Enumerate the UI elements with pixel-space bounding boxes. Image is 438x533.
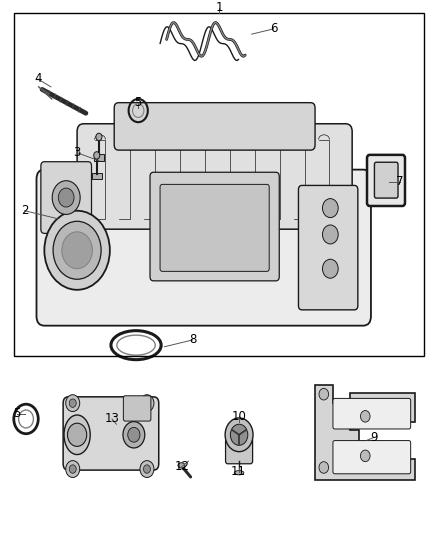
Text: 9: 9 [370,431,378,444]
FancyBboxPatch shape [124,396,151,421]
Text: 3: 3 [74,146,81,159]
FancyBboxPatch shape [367,155,405,206]
Circle shape [322,199,338,217]
Text: 10: 10 [231,410,246,423]
Text: 2: 2 [21,204,28,217]
Text: 8: 8 [189,333,197,346]
Circle shape [69,465,76,473]
Circle shape [94,152,100,159]
Circle shape [140,395,154,411]
Text: 13: 13 [105,413,120,425]
FancyBboxPatch shape [160,184,269,271]
FancyBboxPatch shape [114,103,315,150]
Bar [94,155,104,160]
Circle shape [69,399,76,407]
Polygon shape [315,385,416,480]
Circle shape [144,465,150,473]
FancyBboxPatch shape [36,169,371,326]
Circle shape [319,462,328,473]
Circle shape [58,188,74,207]
Circle shape [66,461,80,478]
FancyBboxPatch shape [333,441,411,474]
FancyBboxPatch shape [333,398,411,429]
Circle shape [225,418,253,451]
Circle shape [322,225,338,244]
FancyBboxPatch shape [63,397,159,470]
Circle shape [360,410,370,422]
Circle shape [140,461,154,478]
Circle shape [62,232,92,269]
Text: 5: 5 [13,407,21,420]
Circle shape [360,450,370,462]
Circle shape [66,395,80,411]
Circle shape [44,211,110,290]
Circle shape [96,133,102,141]
Circle shape [230,424,248,446]
Text: 6: 6 [270,22,277,35]
Circle shape [322,259,338,278]
FancyBboxPatch shape [41,161,92,233]
FancyBboxPatch shape [150,172,279,281]
Text: 4: 4 [34,72,42,85]
Circle shape [53,221,101,279]
Ellipse shape [234,471,244,475]
Bar [92,173,102,179]
Circle shape [128,427,140,442]
Circle shape [67,423,87,446]
Circle shape [144,399,150,407]
FancyBboxPatch shape [77,124,352,229]
Circle shape [319,389,328,400]
Text: 5: 5 [134,96,142,109]
Bar [14,13,424,356]
Circle shape [52,181,80,214]
FancyBboxPatch shape [374,162,398,198]
FancyBboxPatch shape [298,185,358,310]
Ellipse shape [64,415,90,455]
Text: 12: 12 [174,460,189,473]
Text: 1: 1 [215,1,223,14]
Text: 11: 11 [231,465,246,478]
Circle shape [123,422,145,448]
FancyBboxPatch shape [226,439,253,464]
Ellipse shape [178,463,185,468]
Text: 7: 7 [396,175,404,188]
